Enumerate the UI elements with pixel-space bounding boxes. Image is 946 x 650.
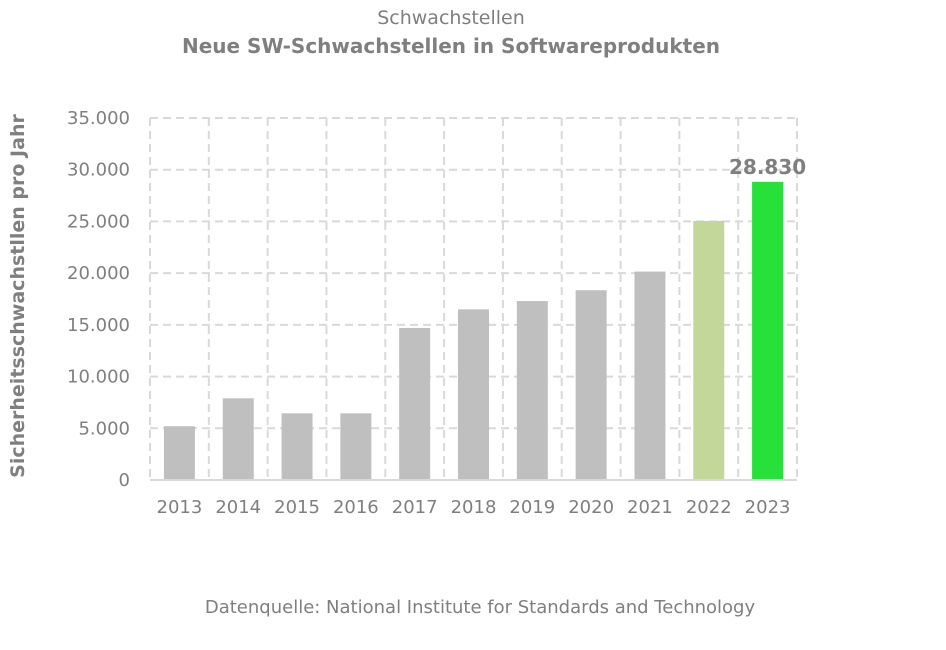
y-tick-label: 0 [119, 470, 130, 491]
grid-lines [149, 117, 798, 480]
x-tick-labels: 2013 2014 2015 2016 2017 2018 2019 2020 2021 2022… [157, 497, 791, 518]
x-tick-label: 2022 [686, 497, 732, 518]
bar-2021 [634, 271, 666, 480]
bar-2016 [340, 413, 372, 480]
bars [163, 181, 784, 480]
bar-2013 [163, 426, 195, 480]
x-tick-label: 2014 [215, 497, 261, 518]
y-axis-label: Sicherheitsschwachstllen pro Jahr [7, 114, 29, 478]
bar-2014 [222, 398, 254, 480]
x-tick-label: 2019 [509, 497, 555, 518]
y-tick-label: 15.000 [67, 315, 130, 336]
y-tick-label: 20.000 [67, 263, 130, 284]
bar-2023 [752, 181, 784, 480]
y-tick-labels: 0 5.000 10.000 15.000 20.000 25.000 30.000 35.0… [67, 108, 130, 491]
bar-2019 [516, 301, 548, 480]
y-tick-label: 35.000 [67, 108, 130, 129]
x-tick-label: 2020 [568, 497, 614, 518]
chart-title: Neue SW-Schwachstellen in Softwareproduk… [181, 34, 720, 58]
x-tick-label: 2021 [627, 497, 673, 518]
y-tick-label: 25.000 [67, 211, 130, 232]
bar-2020 [575, 290, 607, 480]
chart-subtitle: Schwachstellen [377, 7, 525, 29]
x-tick-label: 2016 [333, 497, 379, 518]
y-tick-label: 10.000 [67, 367, 130, 388]
x-tick-label: 2013 [157, 497, 203, 518]
x-tick-label: 2015 [274, 497, 320, 518]
bar-2018 [458, 309, 489, 480]
y-tick-label: 5.000 [78, 418, 130, 439]
bar-2022 [693, 220, 725, 480]
bar-2017 [399, 327, 431, 480]
data-labels: 28.830 [729, 155, 806, 179]
bar-2015 [281, 413, 313, 480]
x-tick-label: 2017 [392, 497, 438, 518]
x-tick-label: 2018 [451, 497, 497, 518]
y-tick-label: 30.000 [67, 160, 130, 181]
data-source-note: Datenquelle: National Institute for Stan… [204, 597, 756, 618]
data-label-2023: 28.830 [729, 155, 806, 179]
x-tick-label: 2023 [745, 497, 791, 518]
